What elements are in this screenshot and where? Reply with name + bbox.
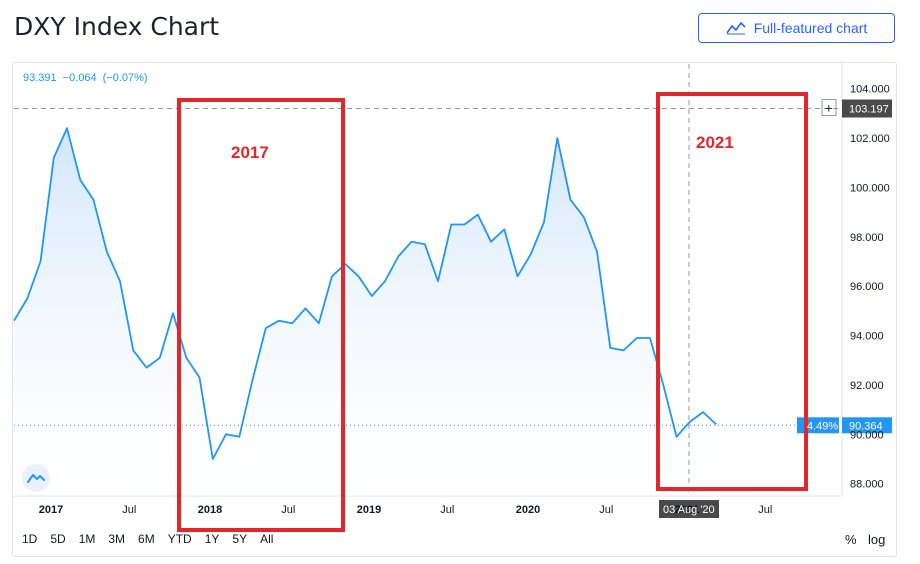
time-tick-label: 2020 <box>516 504 540 516</box>
range-button-3m[interactable]: 3M <box>108 532 126 546</box>
price-tick-label: 96.000 <box>850 281 884 293</box>
chart-line-icon <box>726 21 746 35</box>
range-button-1d[interactable]: 1D <box>22 532 38 546</box>
price-tick-label: 98.000 <box>850 232 884 244</box>
series-line <box>13 127 717 460</box>
crosshair-price-box <box>842 99 892 118</box>
range-button-ytd[interactable]: YTD <box>167 532 192 546</box>
time-tick-label: Jul <box>599 504 613 516</box>
last-price-box <box>842 417 892 434</box>
time-tick-label: Jul <box>440 504 454 516</box>
add-alert-plus-icon[interactable] <box>821 99 837 117</box>
range-button-1y[interactable]: 1Y <box>204 532 220 546</box>
annotation-label-2021: 2021 <box>696 133 734 152</box>
price-tick-label: 104.000 <box>850 84 890 96</box>
annotation-box-2017 <box>177 98 345 532</box>
tradingview-logo-icon[interactable] <box>22 464 50 492</box>
legend-change-pct: (−0.07%) <box>102 72 148 84</box>
price-tick-label: 94.000 <box>850 331 884 343</box>
last-price-label: 90.364 <box>849 420 883 432</box>
range-button-5y[interactable]: 5Y <box>232 532 248 546</box>
time-tick-label: 2017 <box>39 504 63 516</box>
series-area <box>14 128 717 496</box>
chart-panel[interactable] <box>12 62 897 557</box>
price-tick-label: 90.000 <box>850 429 884 441</box>
annotation-box-2021 <box>656 92 808 491</box>
change-pct-label: 4.49% <box>807 420 838 432</box>
crosshair-date-box <box>659 500 719 518</box>
full-featured-chart-button[interactable]: Full-featured chart <box>698 13 895 43</box>
range-button-1m[interactable]: 1M <box>78 532 96 546</box>
range-button-5d[interactable]: 5D <box>50 532 66 546</box>
page-title: DXY Index Chart <box>14 12 220 41</box>
price-tick-label: 92.000 <box>850 380 884 392</box>
price-tick-label: 102.000 <box>850 133 890 145</box>
full-featured-chart-label: Full-featured chart <box>753 20 868 36</box>
annotation-label-2017: 2017 <box>231 143 269 162</box>
price-tick-label: 88.000 <box>850 479 884 491</box>
price-legend: 93.391 −0.064 (−0.07%) <box>23 72 154 84</box>
legend-change: −0.064 <box>62 72 97 84</box>
plus-glyph: + <box>825 101 833 116</box>
crosshair-date-label: 03 Aug '20 <box>663 504 715 516</box>
percent-scale-toggle[interactable]: % <box>845 532 857 547</box>
range-selector: 1D 5D 1M 3M 6M YTD 1Y 5Y All <box>22 532 286 546</box>
crosshair-price-label: 103.197 <box>849 104 889 116</box>
time-tick-label: Jul <box>758 504 772 516</box>
time-tick-label: 2021 <box>675 504 699 516</box>
range-button-all[interactable]: All <box>260 532 274 546</box>
range-button-6m[interactable]: 6M <box>138 532 155 546</box>
legend-last-value: 93.391 <box>23 72 57 84</box>
time-tick-label: 2019 <box>357 504 381 516</box>
time-tick-label: 2018 <box>198 504 222 516</box>
log-scale-toggle[interactable]: log <box>868 532 886 547</box>
time-tick-label: Jul <box>122 504 136 516</box>
time-tick-label: Jul <box>281 504 295 516</box>
price-tick-label: 100.000 <box>850 182 890 194</box>
